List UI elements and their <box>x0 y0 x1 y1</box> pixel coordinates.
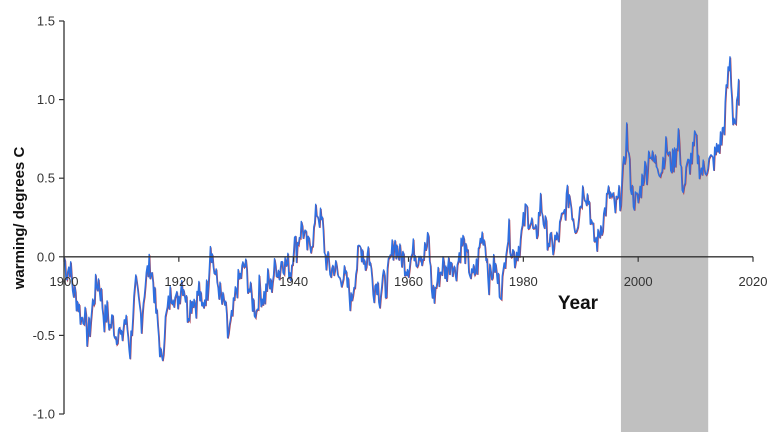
y-tick-label: 0.5 <box>37 171 55 186</box>
x-tick-label: 1980 <box>509 274 538 289</box>
x-tick-label: 2000 <box>624 274 653 289</box>
x-axis-title: Year <box>558 293 599 314</box>
y-tick-label: 0.0 <box>37 249 55 264</box>
y-tick-label: 1.5 <box>37 14 55 29</box>
x-tick-label: 1960 <box>394 274 423 289</box>
y-tick-label: 1.0 <box>37 92 55 107</box>
y-tick-label: -1.0 <box>33 407 55 422</box>
highlight-band <box>620 0 709 432</box>
series-line-main <box>63 56 740 362</box>
x-tick-label: 1920 <box>164 274 193 289</box>
y-axis-title: warming/ degrees C <box>11 147 28 291</box>
x-tick-label: 1940 <box>279 274 308 289</box>
y-tick-label: -0.5 <box>33 328 55 343</box>
x-tick-label: 1900 <box>50 274 79 289</box>
x-tick-label: 2020 <box>739 274 768 289</box>
